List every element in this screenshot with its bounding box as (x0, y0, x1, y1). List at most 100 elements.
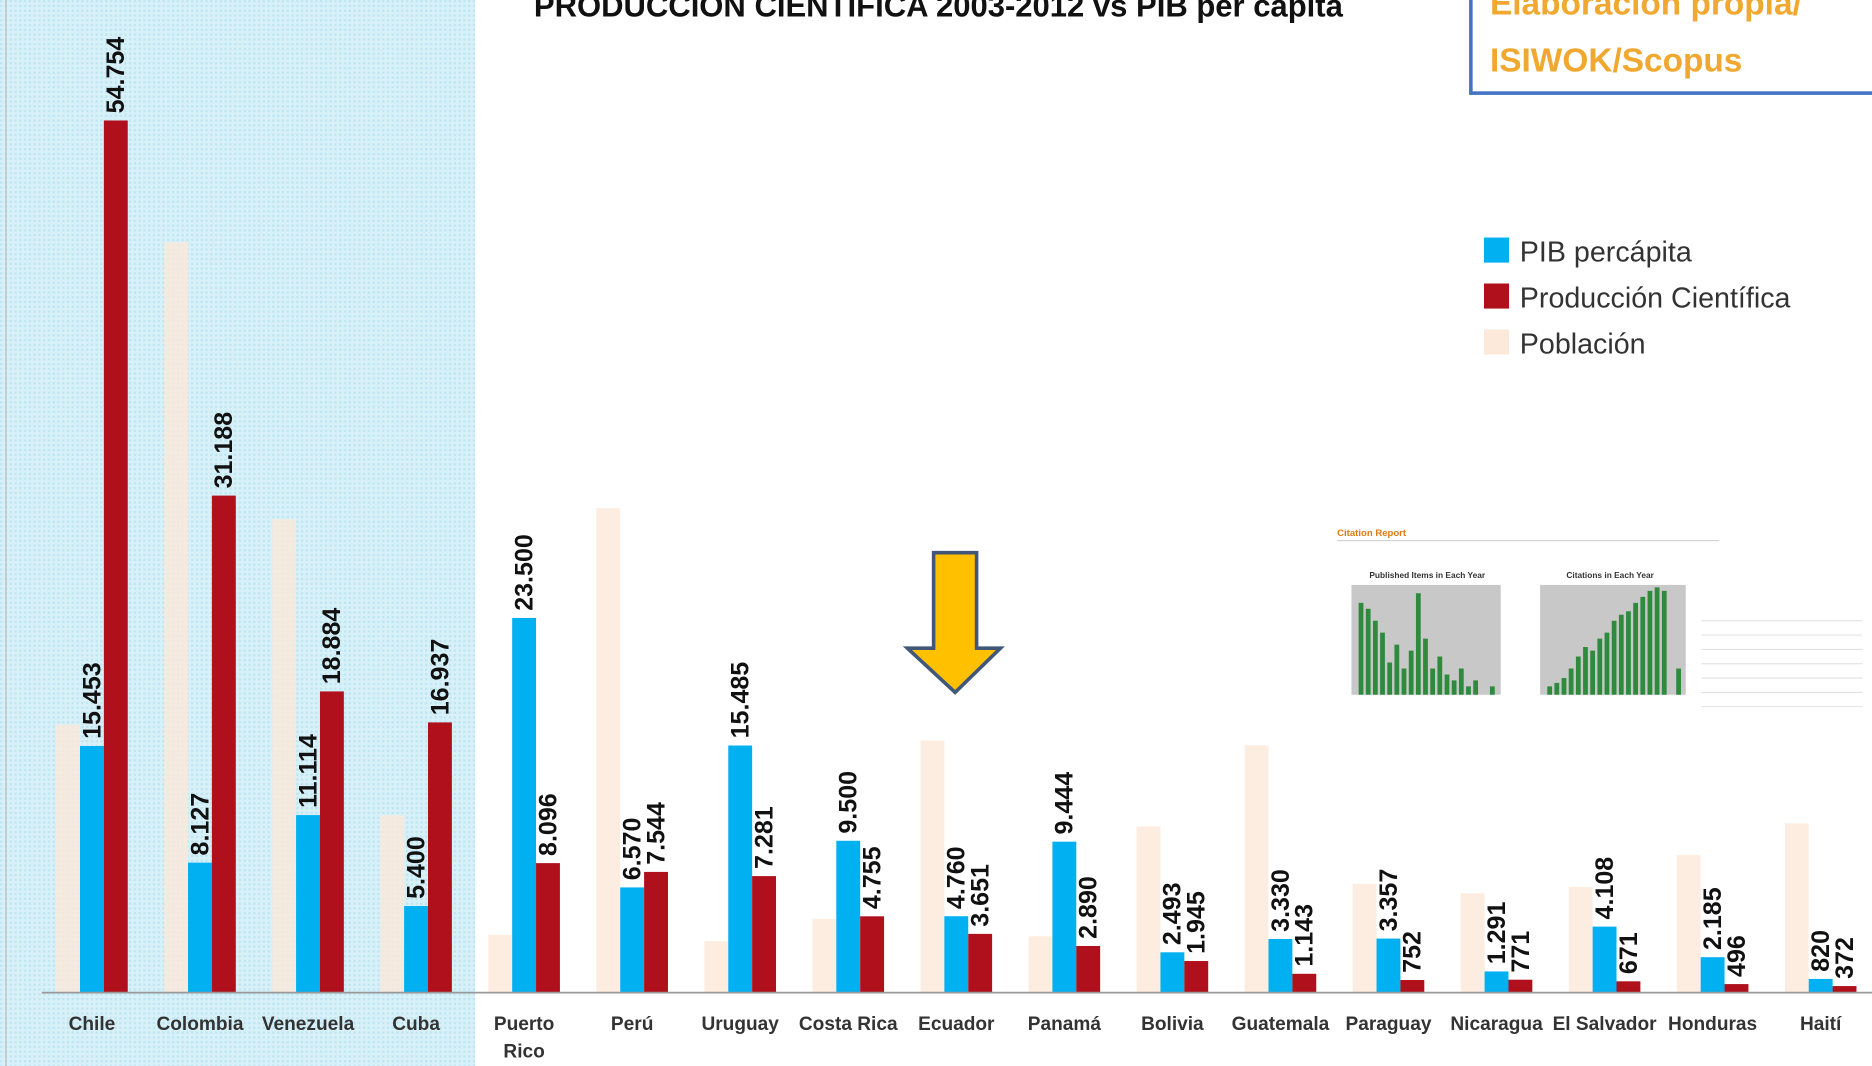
legend: PIB percápita Producción Científica Poblac… (1483, 236, 1791, 360)
chart-title: PRODUCCIÓN CIENTÍFICA 2003-2012 vs PIB p… (534, 0, 1344, 24)
data-label: 9.444 (1051, 772, 1079, 835)
data-label: 1.945 (1183, 891, 1211, 954)
bar (968, 933, 993, 992)
bar (728, 745, 753, 992)
data-label: 15.453 (78, 662, 106, 739)
arrow (902, 550, 1005, 695)
bar (752, 876, 777, 992)
data-label: 820 (1807, 930, 1835, 972)
inset-table (1701, 620, 1863, 708)
bar (944, 916, 969, 992)
bar (1400, 980, 1425, 992)
data-label: 23.500 (510, 534, 538, 611)
inset-image: Citation Report Published Items in Each … (1328, 520, 1872, 741)
bar (404, 906, 429, 992)
bar (1568, 886, 1593, 992)
x-tick-label: Costa Rica (799, 1014, 898, 1035)
x-tick-label: Paraguay (1345, 1014, 1431, 1035)
x-tick-label: Panamá (1028, 1014, 1102, 1035)
legend-label: Población (1520, 328, 1646, 360)
bar (1160, 952, 1185, 992)
bar (596, 508, 621, 992)
bar (1076, 945, 1101, 992)
x-tick-label: Chile (69, 1014, 116, 1035)
data-label: 4.755 (858, 846, 886, 909)
bar (1700, 957, 1725, 992)
bar (512, 617, 537, 992)
inset-title: Citation Report (1337, 528, 1407, 539)
bar (319, 691, 344, 992)
data-label: 671 (1615, 932, 1643, 974)
bar (1460, 893, 1485, 992)
data-label: 7.281 (750, 806, 778, 869)
bar (1052, 841, 1077, 992)
bar (56, 724, 80, 992)
bar (1292, 973, 1317, 992)
bar (103, 120, 128, 992)
bar (296, 815, 320, 992)
data-label: 771 (1507, 931, 1535, 973)
bar (1616, 981, 1641, 992)
data-label: 4.760 (943, 846, 971, 909)
bar (1028, 936, 1053, 992)
data-label: 752 (1399, 931, 1427, 973)
bar (1676, 855, 1701, 992)
data-label: 6.570 (619, 818, 647, 881)
inset-bars (1547, 587, 1681, 695)
bar (380, 815, 405, 992)
bars (56, 120, 1857, 992)
bar (272, 519, 297, 992)
bar (1508, 979, 1533, 992)
x-tick-label: El Salvador (1553, 1014, 1658, 1035)
data-label: 3.330 (1267, 869, 1295, 932)
bar (1592, 926, 1617, 992)
x-tick-label: Perú (611, 1014, 653, 1035)
bar (1808, 978, 1833, 992)
data-label: 1.291 (1483, 902, 1511, 965)
bar (620, 887, 645, 992)
bar (1136, 826, 1161, 992)
data-label: 372 (1831, 937, 1859, 979)
x-tick-label: Bolivia (1141, 1014, 1204, 1035)
data-label: 8.127 (186, 793, 214, 856)
bar (860, 916, 885, 992)
bar (1268, 938, 1293, 992)
data-label: 15.485 (727, 662, 755, 739)
bar (644, 871, 668, 992)
bar (1244, 745, 1269, 992)
data-label: 496 (1723, 935, 1751, 977)
bar (188, 862, 212, 992)
data-label: 11.114 (294, 734, 322, 808)
x-tick-label: Haití (1800, 1014, 1842, 1035)
bar (812, 918, 837, 992)
source-line: Elaboración propia/ (1490, 0, 1802, 22)
bar (488, 934, 513, 992)
data-label: 54.754 (102, 37, 130, 114)
data-label: 2.493 (1159, 882, 1187, 945)
bar (79, 746, 104, 992)
data-label: 7.544 (642, 802, 670, 865)
legend-label: PIB percápita (1520, 236, 1692, 268)
x-tick-label: Puerto Rico (494, 1014, 554, 1062)
bar (1784, 823, 1809, 992)
legend-swatch (1483, 237, 1510, 263)
source-box (1469, 0, 1872, 95)
data-label: 31.188 (210, 412, 238, 489)
data-label: 16.937 (426, 639, 454, 716)
data-label: 3.357 (1375, 869, 1403, 932)
inset-panel-title: Citations in Each Year (1566, 570, 1654, 580)
bar (920, 740, 945, 992)
source-line: ISIWOK/Scopus (1490, 43, 1742, 80)
x-tick-label: Uruguay (701, 1014, 779, 1035)
legend-swatch (1483, 329, 1510, 355)
data-label: 1.143 (1291, 904, 1319, 967)
bar (428, 722, 452, 992)
x-tick-label: Honduras (1668, 1014, 1757, 1035)
bar (1184, 961, 1209, 992)
x-tick-label: Nicaragua (1450, 1014, 1543, 1035)
bar (1724, 984, 1749, 992)
bar (1484, 971, 1509, 992)
data-label: 18.884 (318, 608, 346, 685)
data-label: 3.651 (967, 864, 995, 927)
